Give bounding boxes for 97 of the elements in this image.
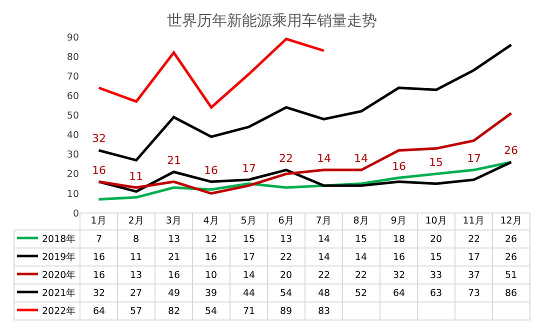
data-label: 14	[318, 234, 330, 245]
data-label: 11	[130, 252, 142, 263]
data-label: 20	[280, 270, 292, 281]
data-label: 12	[205, 234, 218, 245]
data-label: 32	[93, 288, 106, 299]
annotation: 16	[392, 160, 406, 173]
data-label: 8	[133, 234, 140, 245]
annotation: 15	[429, 156, 443, 169]
x-tick-label: 1月	[90, 216, 107, 226]
y-tick-label: 40	[66, 130, 79, 142]
data-label: 21	[168, 252, 180, 263]
x-tick-label: 6月	[278, 216, 294, 226]
data-label: 39	[205, 288, 218, 299]
data-label: 22	[468, 234, 480, 245]
annotation: 21	[167, 154, 181, 167]
data-label: 86	[505, 288, 518, 299]
data-label: 13	[168, 234, 180, 245]
x-tick-label: 10月	[425, 216, 448, 226]
x-tick-label: 9月	[390, 216, 407, 226]
data-label: 13	[280, 234, 292, 245]
data-label: 49	[168, 288, 180, 299]
chart-title: 世界历年新能源乘用车销量走势	[167, 11, 377, 30]
y-tick-label: 30	[66, 150, 79, 161]
y-tick-label: 50	[66, 110, 79, 122]
data-label: 13	[130, 270, 142, 281]
annotation: 16	[92, 164, 106, 177]
data-label: 54	[205, 306, 218, 317]
annotation: 14	[354, 152, 368, 165]
line-series	[97, 38, 326, 109]
y-tick-label: 20	[66, 169, 79, 180]
data-label: 17	[468, 252, 480, 263]
data-label: 51	[505, 270, 518, 281]
data-label: 57	[130, 306, 142, 317]
data-label: 20	[430, 234, 442, 245]
data-label: 26	[505, 252, 518, 263]
data-label: 44	[243, 288, 256, 299]
data-label: 15	[243, 234, 256, 245]
data-label: 64	[393, 288, 406, 299]
data-label: 48	[318, 288, 330, 299]
data-label: 16	[168, 270, 180, 281]
data-label: 14	[318, 252, 330, 263]
data-label: 18	[393, 234, 406, 245]
data-label: 22	[280, 252, 292, 263]
annotation: 16	[204, 164, 218, 177]
legend-label: 2022年	[42, 305, 76, 317]
x-tick-label: 12月	[500, 216, 522, 226]
data-label: 63	[430, 288, 442, 299]
legend-label: 2021年	[42, 287, 76, 299]
legend-label: 2020年	[42, 269, 76, 281]
x-tick-label: 5月	[240, 216, 257, 226]
data-label: 82	[168, 306, 180, 317]
data-label: 83	[318, 306, 330, 317]
data-label: 15	[355, 234, 368, 245]
x-tick-label: 2月	[128, 216, 144, 226]
y-tick-label: 10	[66, 188, 79, 200]
y-tick-label: 60	[66, 90, 79, 102]
x-tick-label: 7月	[316, 216, 332, 226]
annotation: 26	[504, 144, 518, 157]
data-label: 16	[393, 252, 406, 263]
data-label: 54	[280, 288, 292, 299]
annotation: 32	[92, 132, 106, 145]
data-label: 37	[468, 270, 480, 281]
legend-label: 2018年	[42, 233, 76, 245]
data-label: 33	[430, 270, 442, 281]
data-label: 89	[280, 306, 292, 317]
data-label: 17	[243, 252, 256, 263]
annotation: 14	[317, 152, 331, 165]
annotation: 11	[129, 170, 143, 183]
x-tick-label: 4月	[203, 216, 220, 226]
data-label: 16	[93, 270, 106, 281]
y-tick-label: 0	[72, 208, 79, 220]
data-label: 7	[96, 234, 102, 245]
y-tick-label: 70	[66, 71, 79, 82]
annotation: 17	[242, 162, 256, 175]
data-label: 52	[355, 288, 368, 299]
annotation: 17	[467, 152, 481, 165]
data-label: 22	[355, 270, 368, 281]
data-label: 10	[205, 270, 218, 281]
x-tick-label: 8月	[353, 216, 370, 226]
data-label: 73	[468, 288, 480, 299]
data-label: 64	[93, 306, 106, 317]
data-label: 16	[205, 252, 218, 263]
y-tick-label: 90	[66, 32, 79, 44]
data-label: 71	[243, 306, 256, 317]
legend-label: 2019年	[42, 251, 76, 263]
data-label: 27	[130, 288, 142, 299]
data-label: 16	[93, 252, 106, 263]
annotation: 22	[279, 152, 293, 165]
data-label: 14	[355, 252, 368, 263]
x-tick-label: 3月	[166, 216, 182, 226]
data-label: 14	[243, 270, 256, 281]
data-label: 22	[318, 270, 330, 281]
x-tick-label: 11月	[462, 216, 485, 226]
data-label: 32	[393, 270, 406, 281]
data-label: 26	[505, 234, 518, 245]
data-label: 15	[430, 252, 442, 263]
y-tick-label: 80	[66, 52, 79, 63]
